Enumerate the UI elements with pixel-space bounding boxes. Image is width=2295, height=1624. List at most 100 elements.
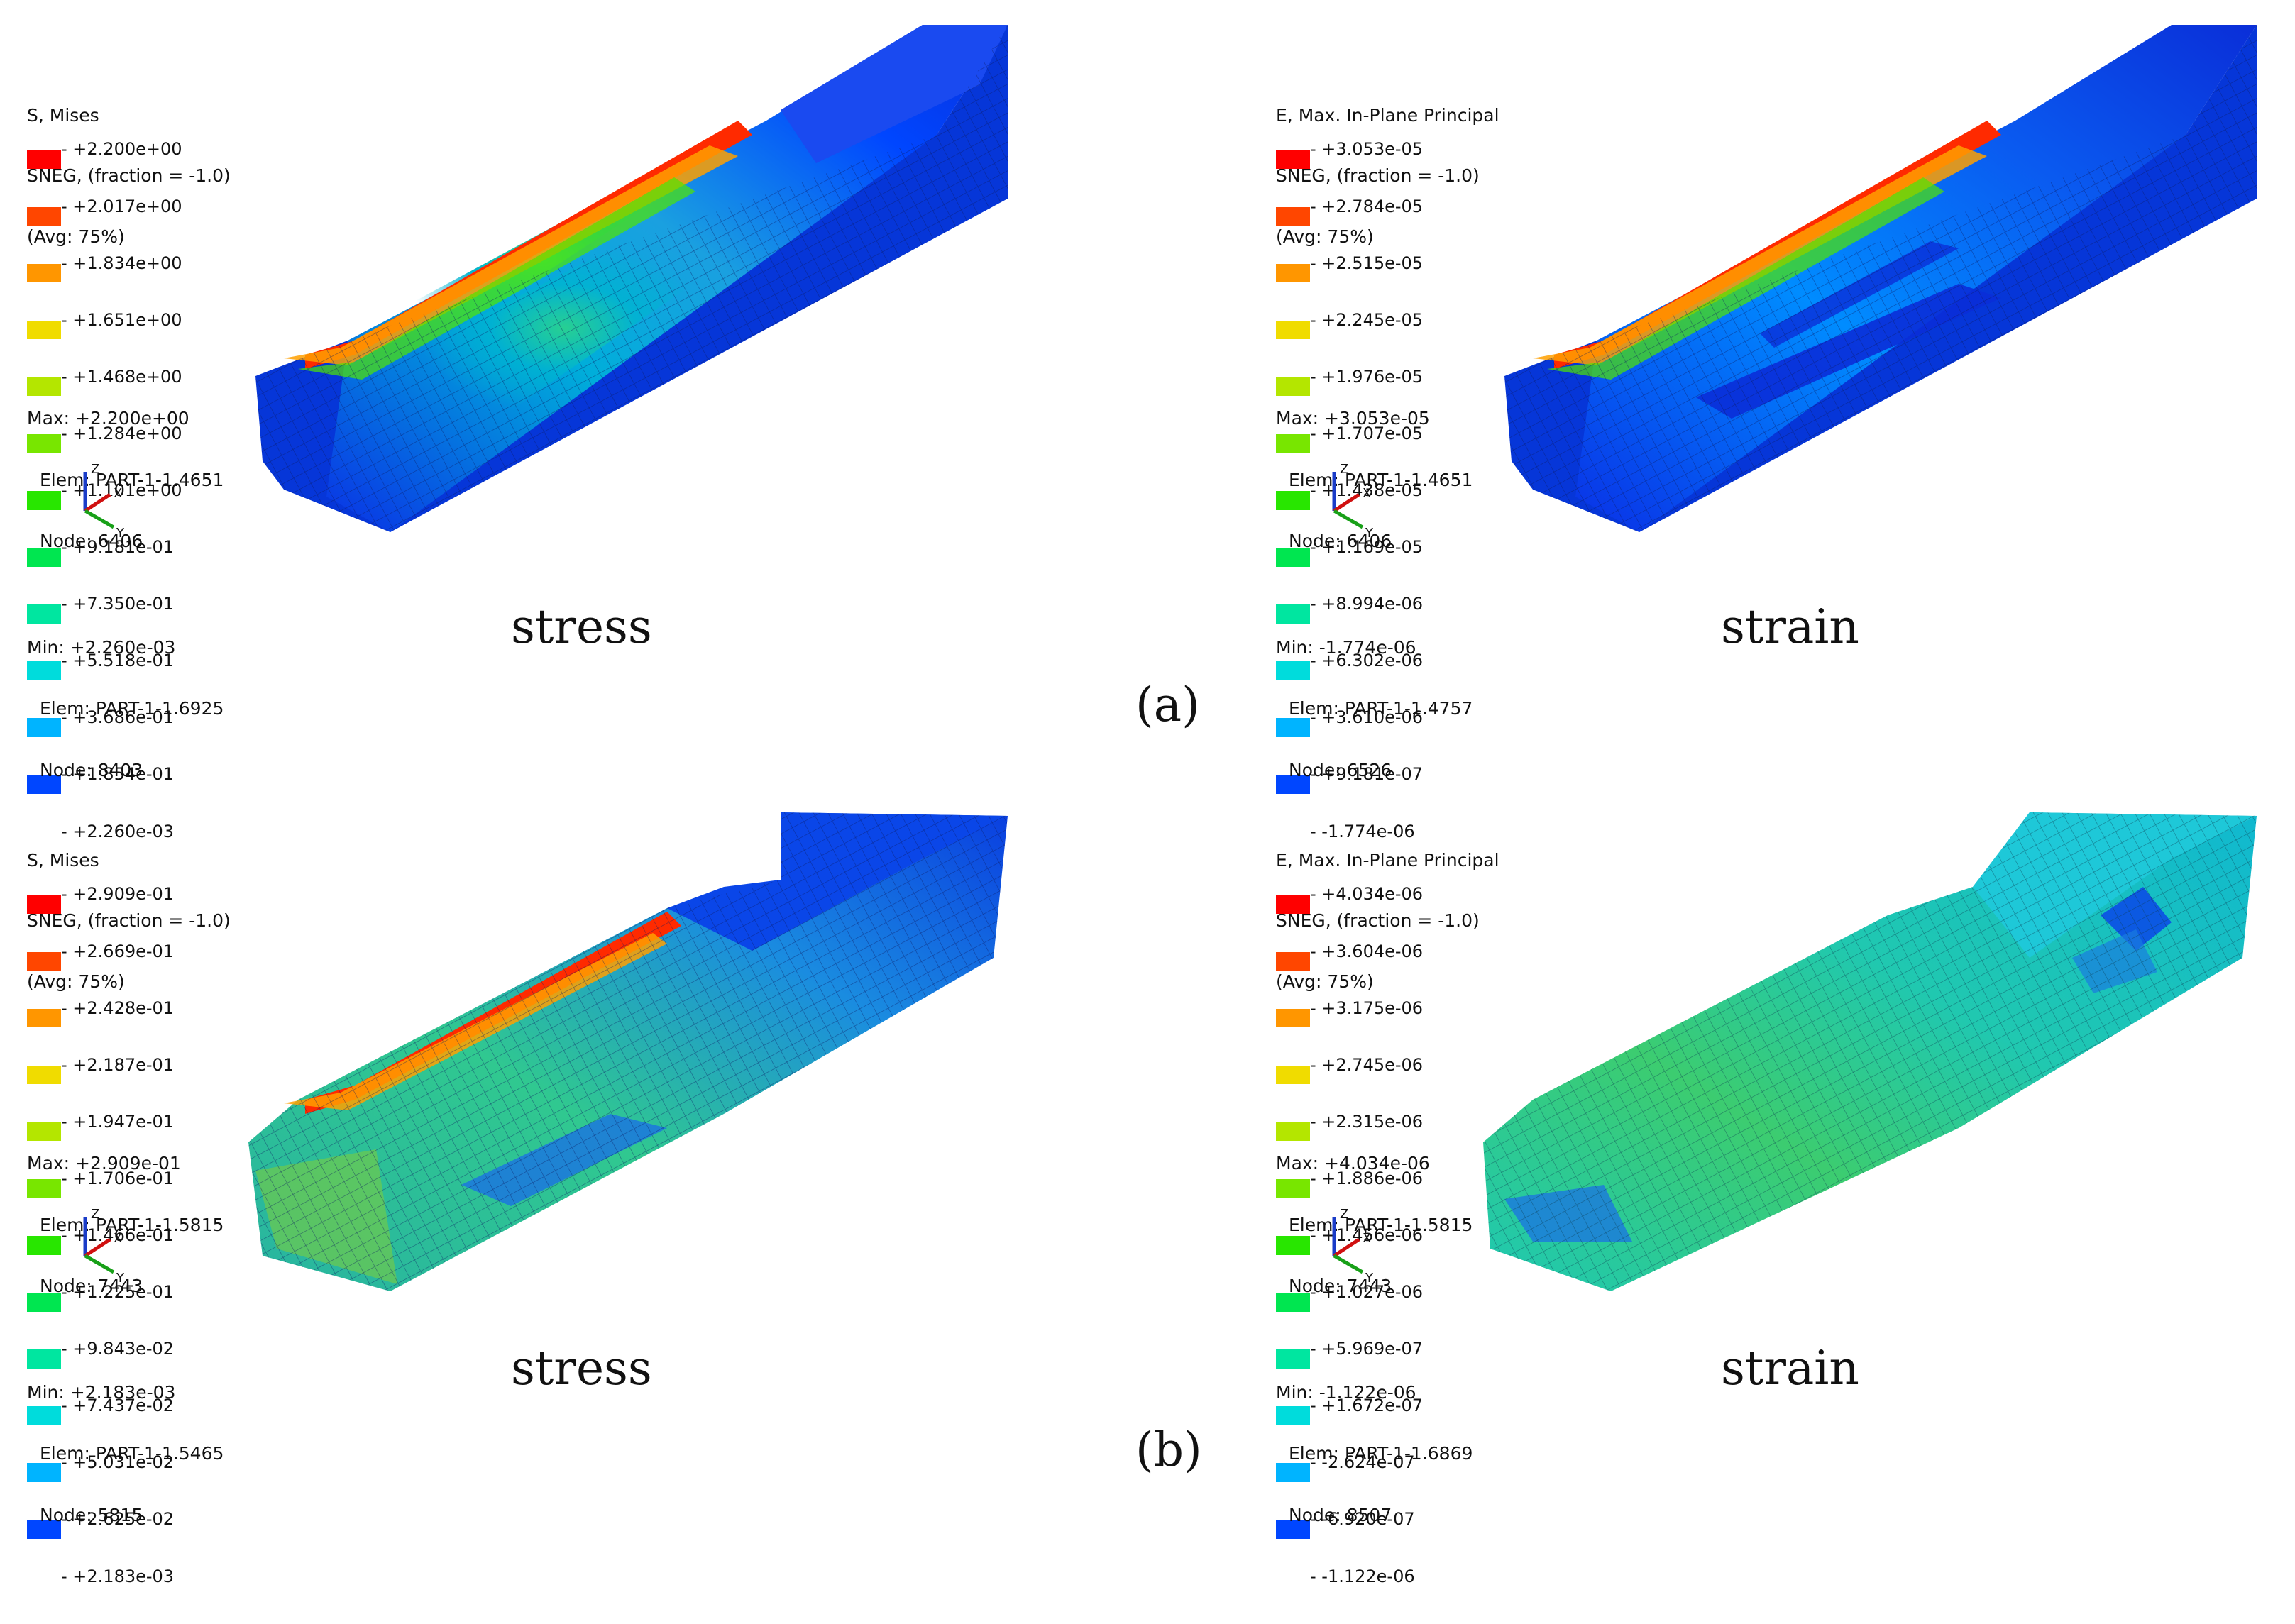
color-band bbox=[27, 1065, 61, 1085]
tick-label: +1.101e+00 bbox=[72, 481, 182, 500]
tick-label: +2.669e-01 bbox=[72, 941, 174, 961]
legend-a-stress: S, Mises SNEG, (fraction = -1.0) (Avg: 7… bbox=[27, 28, 231, 841]
tick-label: +1.854e-01 bbox=[72, 765, 182, 784]
tick-label: +1.672e-07 bbox=[1321, 1396, 1423, 1415]
tick-label: +2.784e-05 bbox=[1321, 197, 1423, 216]
legend-variable: S, Mises bbox=[27, 849, 99, 871]
tick-label: +3.610e-06 bbox=[1321, 708, 1423, 727]
axis-y-label: Y bbox=[116, 526, 125, 541]
tick-label: -1.774e-06 bbox=[1321, 822, 1423, 841]
color-band bbox=[1276, 718, 1310, 738]
tick-label: +1.468e+00 bbox=[72, 368, 182, 387]
color-band bbox=[27, 1122, 61, 1142]
axis-x-label: X bbox=[114, 1231, 122, 1246]
min-node: Node: 8507 bbox=[1289, 1504, 1392, 1525]
color-bar-ticks: +2.200e+00 +2.017e+00 +1.834e+00 +1.651e… bbox=[72, 102, 182, 879]
axis-y-label: Y bbox=[1365, 526, 1374, 541]
tick-label: +1.438e-05 bbox=[1321, 481, 1423, 500]
min-max-info: Max: +2.909e-01 Elem: PART-1-1.5815 Node… bbox=[27, 1114, 224, 1564]
tick-label: +1.947e-01 bbox=[72, 1112, 174, 1132]
tick-label: +1.834e+00 bbox=[72, 253, 182, 273]
subfigure-label-b: (b) bbox=[1135, 1423, 1202, 1477]
color-band bbox=[1276, 1008, 1310, 1028]
legend-variable: E, Max. In-Plane Principal bbox=[1276, 104, 1499, 126]
tick-label: +4.034e-06 bbox=[1321, 885, 1423, 904]
min-node: Node: 8403 bbox=[40, 759, 143, 780]
min-node: Node: 6526 bbox=[1289, 759, 1392, 780]
color-band bbox=[1276, 377, 1310, 397]
legend-b-stress: S, Mises SNEG, (fraction = -1.0) (Avg: 7… bbox=[27, 773, 231, 1586]
tick-label: +6.302e-06 bbox=[1321, 651, 1423, 670]
color-band bbox=[1276, 1463, 1310, 1483]
min-max-info: Max: +4.034e-06 Elem: PART-1-1.5815 Node… bbox=[1276, 1114, 1473, 1564]
axis-z-label: Z bbox=[1340, 1207, 1348, 1222]
tick-label: +3.175e-06 bbox=[1321, 998, 1423, 1018]
color-band bbox=[27, 377, 61, 397]
max-element: Elem: PART-1-1.4651 bbox=[40, 469, 224, 490]
color-bar bbox=[1276, 857, 1310, 1577]
tick-label: +2.017e+00 bbox=[72, 197, 182, 216]
tick-label: +5.969e-07 bbox=[1321, 1339, 1423, 1359]
color-band bbox=[1276, 1235, 1310, 1255]
tick-label: +5.518e-01 bbox=[72, 651, 182, 670]
min-value: Min: +2.260e-03 bbox=[27, 637, 176, 658]
tick-label: +2.428e-01 bbox=[72, 998, 174, 1018]
color-band bbox=[27, 1406, 61, 1425]
legend-variable: E, Max. In-Plane Principal bbox=[1276, 849, 1499, 871]
tick-label: +1.027e-06 bbox=[1321, 1283, 1423, 1302]
color-band bbox=[1276, 1406, 1310, 1425]
color-band bbox=[27, 1293, 61, 1312]
min-value: Min: -1.774e-06 bbox=[1276, 637, 1416, 658]
color-band bbox=[1276, 895, 1310, 915]
tick-label: +2.245e-05 bbox=[1321, 310, 1423, 330]
tick-label: +1.976e-05 bbox=[1321, 368, 1423, 387]
min-element: Elem: PART-1-1.4757 bbox=[1289, 698, 1473, 719]
color-band bbox=[1276, 775, 1310, 795]
caption-b-stress: stress bbox=[511, 1341, 652, 1396]
legend-avg: (Avg: 75%) bbox=[1276, 971, 1374, 992]
axis-triad: Z X Y bbox=[83, 1207, 125, 1286]
color-band bbox=[1276, 1293, 1310, 1312]
min-value: Min: +2.183e-03 bbox=[27, 1382, 176, 1403]
tick-label: +8.994e-06 bbox=[1321, 595, 1423, 614]
caption-a-strain: strain bbox=[1721, 600, 1859, 654]
axis-triad: Z X Y bbox=[83, 462, 125, 541]
color-bar bbox=[27, 857, 61, 1577]
color-band bbox=[1276, 548, 1310, 567]
color-band bbox=[27, 490, 61, 510]
color-band bbox=[1276, 951, 1310, 971]
max-value: Max: +4.034e-06 bbox=[1276, 1153, 1430, 1174]
color-band bbox=[27, 718, 61, 738]
axis-z-label: Z bbox=[91, 1207, 99, 1222]
min-max-info: Max: +3.053e-05 Elem: PART-1-1.4651 Node… bbox=[1276, 369, 1473, 819]
tick-label: +1.466e-01 bbox=[72, 1226, 174, 1245]
tick-label: +1.651e+00 bbox=[72, 310, 182, 330]
tick-label: +3.604e-06 bbox=[1321, 941, 1423, 961]
panel-b-strain: E, Max. In-Plane Principal SNEG, (fracti… bbox=[1249, 745, 2295, 1586]
color-band bbox=[1276, 604, 1310, 624]
min-element: Elem: PART-1-1.6925 bbox=[40, 698, 224, 719]
color-band bbox=[1276, 1065, 1310, 1085]
tick-label: +2.200e+00 bbox=[72, 140, 182, 159]
legend-a-strain: E, Max. In-Plane Principal SNEG, (fracti… bbox=[1276, 28, 1499, 841]
color-band bbox=[1276, 320, 1310, 340]
color-band bbox=[27, 1178, 61, 1198]
max-node: Node: 7443 bbox=[40, 1276, 143, 1297]
tick-label: +9.181e-07 bbox=[1321, 765, 1423, 784]
color-band bbox=[27, 1463, 61, 1483]
color-band bbox=[1276, 661, 1310, 680]
color-band bbox=[27, 661, 61, 680]
color-band bbox=[1276, 150, 1310, 170]
color-bar-ticks: +3.053e-05 +2.784e-05 +2.515e-05 +2.245e… bbox=[1321, 102, 1423, 879]
fe-model-contour bbox=[1483, 812, 2257, 1291]
max-element: Elem: PART-1-1.5815 bbox=[40, 1214, 224, 1235]
tick-label: +1.706e-01 bbox=[72, 1169, 174, 1188]
max-value: Max: +2.200e+00 bbox=[27, 408, 189, 429]
max-node: Node: 7443 bbox=[1289, 1276, 1392, 1297]
tick-label: +2.183e-03 bbox=[72, 1567, 174, 1586]
tick-label: +1.456e-06 bbox=[1321, 1226, 1423, 1245]
max-value: Max: +2.909e-01 bbox=[27, 1153, 181, 1174]
axis-y-label: Y bbox=[1365, 1271, 1374, 1286]
tick-label: +7.350e-01 bbox=[72, 595, 182, 614]
tick-label: +7.437e-02 bbox=[72, 1396, 174, 1415]
